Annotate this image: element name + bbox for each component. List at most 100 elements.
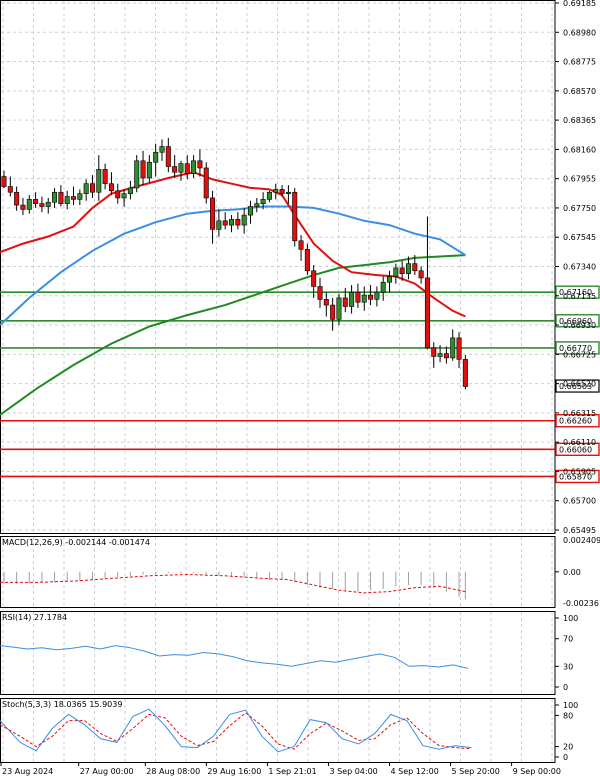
price-tick-label: 0.69185 <box>563 0 596 8</box>
price-panel: 0.67160 0.66960 0.66770 0.66260 0.66060 0.658… <box>0 137 600 484</box>
candle-body <box>349 291 355 307</box>
price-tick-label: 0.68980 <box>563 28 596 37</box>
candle-body <box>260 199 266 204</box>
candle-body <box>115 190 121 199</box>
candle-body <box>285 191 291 194</box>
candle-body <box>178 163 184 173</box>
macd-tick-label: 0.00 <box>563 568 581 577</box>
candle-body <box>279 189 285 194</box>
candle-body <box>254 203 260 207</box>
candle-body <box>64 196 70 204</box>
price-tick-label: 0.68775 <box>563 58 596 67</box>
rsi-tick-label: 70 <box>563 635 573 644</box>
price-tick-label: 0.65700 <box>563 497 596 506</box>
price-tick-label: 0.68570 <box>563 87 596 96</box>
time-tick-label: 9 Sep 00:00 <box>513 767 561 776</box>
time-tick-label: 23 Aug 2024 <box>2 767 53 776</box>
rsi-label: RSI(14) 27.1784 <box>2 613 67 622</box>
stoch-label: Stoch(5,3,3) 18.0365 15.9039 <box>2 700 122 709</box>
time-tick-label: 27 Aug 00:00 <box>80 767 134 776</box>
time-tick-label: 3 Sep 04:00 <box>329 767 377 776</box>
candle-body <box>83 183 89 194</box>
candle-body <box>191 160 197 174</box>
ma-green-line <box>0 254 466 416</box>
candle-body <box>134 160 140 189</box>
level-tag-label: 0.67160 <box>559 288 592 297</box>
candle-body <box>412 263 418 272</box>
candle-body <box>456 337 462 360</box>
candle-body <box>462 359 468 387</box>
candle-body <box>368 294 374 300</box>
candle-body <box>361 294 367 303</box>
candle-body <box>235 219 241 226</box>
rsi-panel-border <box>0 611 556 695</box>
macd-signal-line <box>0 573 466 594</box>
time-tick-label: 4 Sep 12:00 <box>391 767 439 776</box>
level-tag-label: 0.66060 <box>559 445 592 454</box>
macd-tick-label: -0.002361 <box>563 599 600 608</box>
candle-body <box>108 183 114 192</box>
current-price-label: 0.66503 <box>559 382 592 391</box>
candle-body <box>330 304 336 320</box>
candle-body <box>304 249 310 272</box>
candle-body <box>102 169 108 184</box>
level-tag-label: 0.66960 <box>559 317 592 326</box>
candle-body <box>431 347 437 357</box>
candle-body <box>1 176 7 187</box>
stoch-tick-label: 100 <box>563 701 578 710</box>
candle-body <box>71 196 77 200</box>
rsi-tick-label: 0 <box>563 683 568 692</box>
candle-body <box>424 277 430 349</box>
candle-body <box>127 187 133 194</box>
time-tick-label: 1 Sep 21:01 <box>268 767 316 776</box>
price-tick-label: 0.65905 <box>563 467 596 476</box>
rsi-tick-label: 30 <box>563 662 573 671</box>
candle-body <box>89 183 95 193</box>
price-tick-label: 0.67750 <box>563 204 596 213</box>
candle-body <box>20 204 26 210</box>
candle-body <box>418 270 424 279</box>
candle-body <box>298 240 304 250</box>
candle-body <box>393 267 399 277</box>
candle-body <box>172 166 178 173</box>
time-tick-label: 28 Aug 08:00 <box>146 767 200 776</box>
candle-body <box>39 203 45 207</box>
candle-body <box>380 281 386 293</box>
candle-body <box>355 291 361 303</box>
candle-body <box>323 299 329 306</box>
candle-body <box>14 191 20 206</box>
level-tag <box>555 285 600 299</box>
candle-body <box>317 286 323 300</box>
stoch-d-line <box>0 712 472 750</box>
price-tick-label: 0.66725 <box>563 350 596 359</box>
candle-body <box>58 191 64 204</box>
price-tick-label: 0.65495 <box>563 526 596 535</box>
candle-body <box>443 353 449 359</box>
level-tag <box>555 414 600 428</box>
candle-body <box>146 161 152 179</box>
macd-tick-label: 0.002409 <box>563 536 600 545</box>
candle-body <box>216 220 222 230</box>
price-tick-label: 0.66315 <box>563 409 596 418</box>
candle-body <box>229 219 235 226</box>
candle-body <box>311 270 317 287</box>
level-tag-label: 0.66260 <box>559 417 592 426</box>
level-tag-label: 0.65870 <box>559 472 592 481</box>
price-tick-label: 0.66110 <box>563 438 596 447</box>
current-price-tag <box>555 379 600 393</box>
candle-body <box>26 199 32 210</box>
candle-body <box>247 206 253 216</box>
level-tag-label: 0.66770 <box>559 344 592 353</box>
candle-body <box>336 297 342 320</box>
price-tick-label: 0.66520 <box>563 380 596 389</box>
price-tick-label: 0.67545 <box>563 233 596 242</box>
candle-body <box>437 353 443 357</box>
candle-body <box>140 160 146 179</box>
candle-body <box>52 191 58 203</box>
price-tick-label: 0.68365 <box>563 116 596 125</box>
stoch-tick-label: 80 <box>563 711 573 720</box>
candle-body <box>342 297 348 307</box>
